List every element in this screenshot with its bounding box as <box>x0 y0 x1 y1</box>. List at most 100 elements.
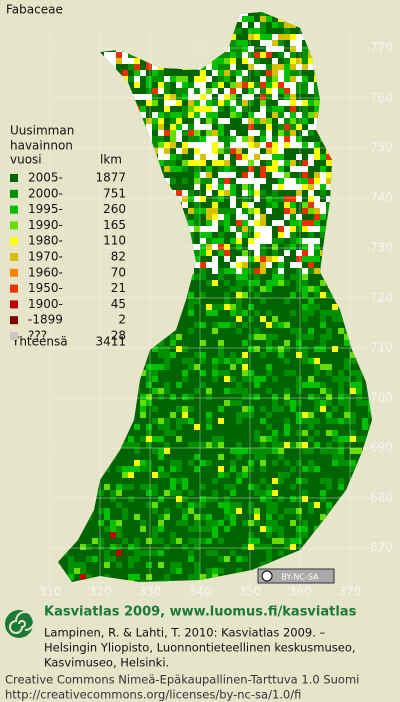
cell <box>92 232 98 238</box>
cell <box>254 430 260 436</box>
cell <box>152 232 158 238</box>
cell <box>116 12 122 16</box>
cell <box>248 100 254 106</box>
cell <box>374 226 380 232</box>
cell <box>152 100 158 106</box>
cell <box>176 118 182 124</box>
cell <box>110 12 116 16</box>
cell <box>134 256 140 262</box>
cell <box>170 52 176 58</box>
cell <box>194 202 200 208</box>
cell <box>320 232 326 238</box>
cell <box>308 310 314 316</box>
cell <box>212 12 218 16</box>
cell <box>320 124 326 130</box>
cell <box>164 94 170 100</box>
site-name[interactable]: Kasviatlas 2009, www.luomus.fi/kasviatla… <box>44 605 357 620</box>
cell <box>332 268 338 274</box>
cell <box>296 16 302 22</box>
cell <box>212 22 218 28</box>
cell <box>368 160 372 166</box>
cell <box>140 436 146 442</box>
cell <box>248 82 254 88</box>
cell <box>98 490 104 496</box>
cell <box>278 52 284 58</box>
cell <box>284 70 290 76</box>
cell <box>110 142 116 148</box>
cell <box>314 406 320 412</box>
cell <box>68 214 74 220</box>
cell <box>344 148 350 154</box>
cell <box>260 190 266 196</box>
cell <box>362 148 368 154</box>
cell <box>164 190 170 196</box>
cell <box>86 250 92 256</box>
legend-swatch <box>10 174 18 182</box>
cell <box>68 274 74 280</box>
cell <box>206 538 212 544</box>
cell <box>266 496 272 502</box>
cell <box>344 70 350 76</box>
cell <box>158 514 164 520</box>
cell <box>224 280 230 286</box>
cell <box>158 76 164 82</box>
cell <box>272 58 278 64</box>
cell <box>134 262 140 268</box>
cell <box>224 226 230 232</box>
cell <box>248 238 254 244</box>
cell <box>362 88 368 94</box>
cell <box>308 136 314 142</box>
cell <box>146 88 152 94</box>
cell <box>350 190 356 196</box>
cell <box>110 556 116 562</box>
cell <box>218 370 224 376</box>
cell <box>362 16 368 22</box>
cell <box>116 526 122 532</box>
cell <box>194 424 200 430</box>
cell <box>164 490 170 496</box>
cell <box>134 136 140 142</box>
cell <box>122 28 128 34</box>
cell <box>140 520 146 526</box>
cell <box>158 172 164 178</box>
cell <box>302 202 308 208</box>
cell <box>86 244 92 250</box>
cell <box>152 364 158 370</box>
license-url[interactable]: http://creativecommons.org/licenses/by-n… <box>5 688 301 702</box>
cell <box>326 232 332 238</box>
cell <box>326 262 332 268</box>
cell <box>284 130 290 136</box>
cell <box>212 220 218 226</box>
cell <box>188 100 194 106</box>
cell <box>356 100 362 106</box>
cell <box>128 298 134 304</box>
cell <box>302 256 308 262</box>
cell <box>92 478 98 484</box>
cell <box>326 328 332 334</box>
cell <box>350 76 356 82</box>
cell <box>158 88 164 94</box>
cell <box>224 94 230 100</box>
cell <box>86 184 92 190</box>
cell <box>266 64 272 70</box>
cell <box>362 226 368 232</box>
cell <box>218 196 224 202</box>
cell <box>206 40 212 46</box>
cell <box>320 586 326 592</box>
cell <box>176 238 182 244</box>
cell <box>320 334 326 340</box>
cell <box>236 58 242 64</box>
cell <box>224 160 230 166</box>
cell <box>182 142 188 148</box>
cell <box>80 12 86 16</box>
cell <box>290 130 296 136</box>
cell <box>188 196 194 202</box>
cell <box>332 22 338 28</box>
cell <box>236 256 242 262</box>
cell <box>260 76 266 82</box>
cell <box>152 166 158 172</box>
cell <box>260 88 266 94</box>
cell <box>272 526 278 532</box>
cell <box>266 544 272 550</box>
cell <box>110 388 116 394</box>
